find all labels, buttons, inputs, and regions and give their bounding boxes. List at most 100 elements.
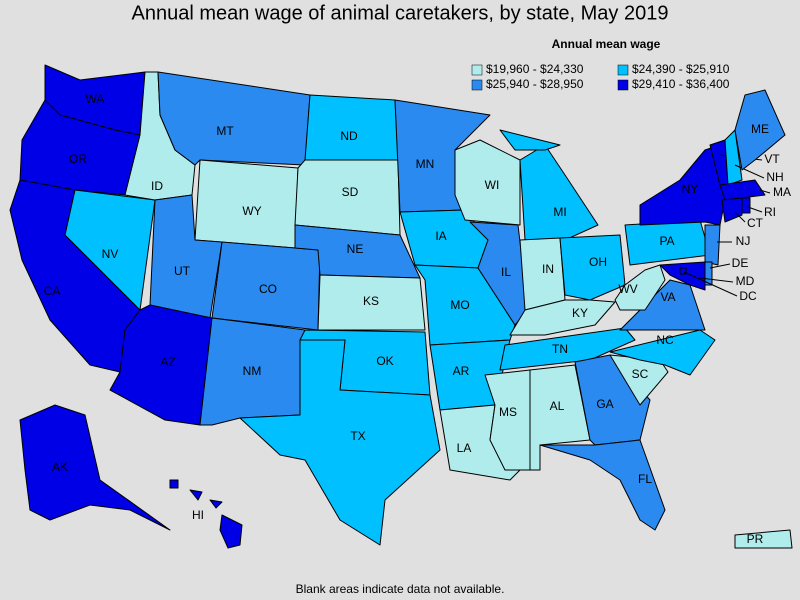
state-label: HI [192, 508, 204, 522]
state-label: IL [501, 265, 511, 279]
state-label: LA [457, 441, 472, 455]
state-label: WY [242, 204, 261, 218]
state-label: CT [747, 216, 764, 230]
legend-swatch [617, 79, 629, 91]
legend-title: Annual mean wage [552, 37, 661, 51]
state-label: VT [764, 152, 780, 166]
state-shape [519, 144, 599, 241]
state-label: KS [363, 294, 379, 308]
state-label: WA [86, 92, 105, 106]
legend-swatch [471, 64, 483, 76]
state-shape [19, 404, 171, 531]
state-label: OK [376, 354, 393, 368]
state-shape [734, 529, 793, 549]
state-shape [679, 267, 687, 275]
state-shape [219, 514, 243, 549]
state-shape [499, 129, 561, 151]
state-shape [499, 327, 636, 371]
state-label: FL [638, 472, 652, 486]
state-shape [239, 339, 441, 546]
state-label: CO [259, 282, 277, 296]
states: WA OR CA NV ID MT WY UT CO AZ NM ND SD NE KS OK TX MN IA MO… [9, 64, 793, 549]
legend-label: $19,960 - $24,330 [486, 62, 584, 76]
state-label: ID [151, 179, 163, 193]
footnote: Blank areas indicate data not available. [296, 582, 505, 596]
state-label: KY [572, 306, 588, 320]
state-label: MA [773, 185, 791, 199]
state-shape [741, 197, 751, 214]
state-label: SC [632, 367, 649, 381]
state-label: WV [618, 282, 637, 296]
state-label: VA [660, 290, 675, 304]
state-shape [704, 224, 721, 266]
leader-line [747, 206, 763, 213]
state-shape [721, 197, 743, 223]
map-title: Annual mean wage of animal caretakers, b… [132, 2, 669, 24]
state-shape [509, 299, 616, 336]
state-label: AZ [160, 355, 175, 369]
state-label: DC [739, 289, 757, 303]
state-shape [189, 489, 203, 501]
state-label: MT [216, 124, 234, 138]
state-label: NH [766, 170, 783, 184]
state-label: SD [342, 185, 359, 199]
state-label: MS [499, 405, 517, 419]
state-label: WI [485, 178, 500, 192]
state-label: OH [589, 255, 607, 269]
state-label: NM [243, 364, 262, 378]
state-label: GA [596, 397, 613, 411]
state-label: AR [453, 364, 470, 378]
state-label: TX [350, 429, 365, 443]
legend-label: $25,940 - $28,950 [486, 77, 584, 91]
state-label: MD [736, 274, 755, 288]
state-label: CA [44, 284, 61, 298]
state-label: IN [542, 262, 554, 276]
state-label: PR [747, 532, 764, 546]
state-label: DE [732, 256, 749, 270]
legend: $19,960 - $24,330 $24,390 - $25,910 $25,94… [471, 62, 730, 91]
leader-line [759, 189, 771, 194]
state-label: MN [416, 157, 435, 171]
leader-line [709, 263, 731, 269]
state-label: OR [69, 152, 87, 166]
state-label: RI [764, 205, 776, 219]
leader-line [683, 271, 738, 297]
state-label: UT [174, 264, 191, 278]
legend-swatch [471, 79, 483, 91]
state-shape [724, 129, 743, 186]
leader-line [699, 277, 734, 283]
state-shape [209, 499, 223, 509]
state-label: ME [751, 122, 769, 136]
legend-swatch [617, 64, 629, 76]
legend-label: $29,410 - $36,400 [632, 77, 730, 91]
state-label: PA [659, 234, 674, 248]
leader-line [734, 211, 746, 223]
state-label: AK [52, 460, 68, 474]
state-shape [304, 94, 399, 161]
state-shape [659, 261, 706, 291]
state-label: MI [553, 205, 566, 219]
state-shape [157, 71, 311, 166]
state-label: IA [435, 229, 446, 243]
state-shape [169, 479, 179, 489]
state-label: AL [550, 399, 565, 413]
state-shape [109, 304, 213, 426]
state-label: MO [450, 298, 469, 312]
state-shape [734, 89, 786, 171]
legend-label: $24,390 - $25,910 [632, 62, 730, 76]
state-label: ND [340, 129, 358, 143]
state-shape [454, 139, 521, 226]
state-label: NE [347, 242, 364, 256]
state-shape [719, 179, 766, 201]
state-shape [614, 264, 666, 311]
state-shape [539, 439, 666, 531]
state-label: TN [552, 342, 568, 356]
state-label: NY [682, 182, 699, 196]
state-label: NC [656, 333, 674, 347]
state-shape [469, 221, 529, 326]
state-label: NV [102, 247, 119, 261]
state-label: NJ [736, 234, 751, 248]
state-shape [317, 274, 426, 331]
